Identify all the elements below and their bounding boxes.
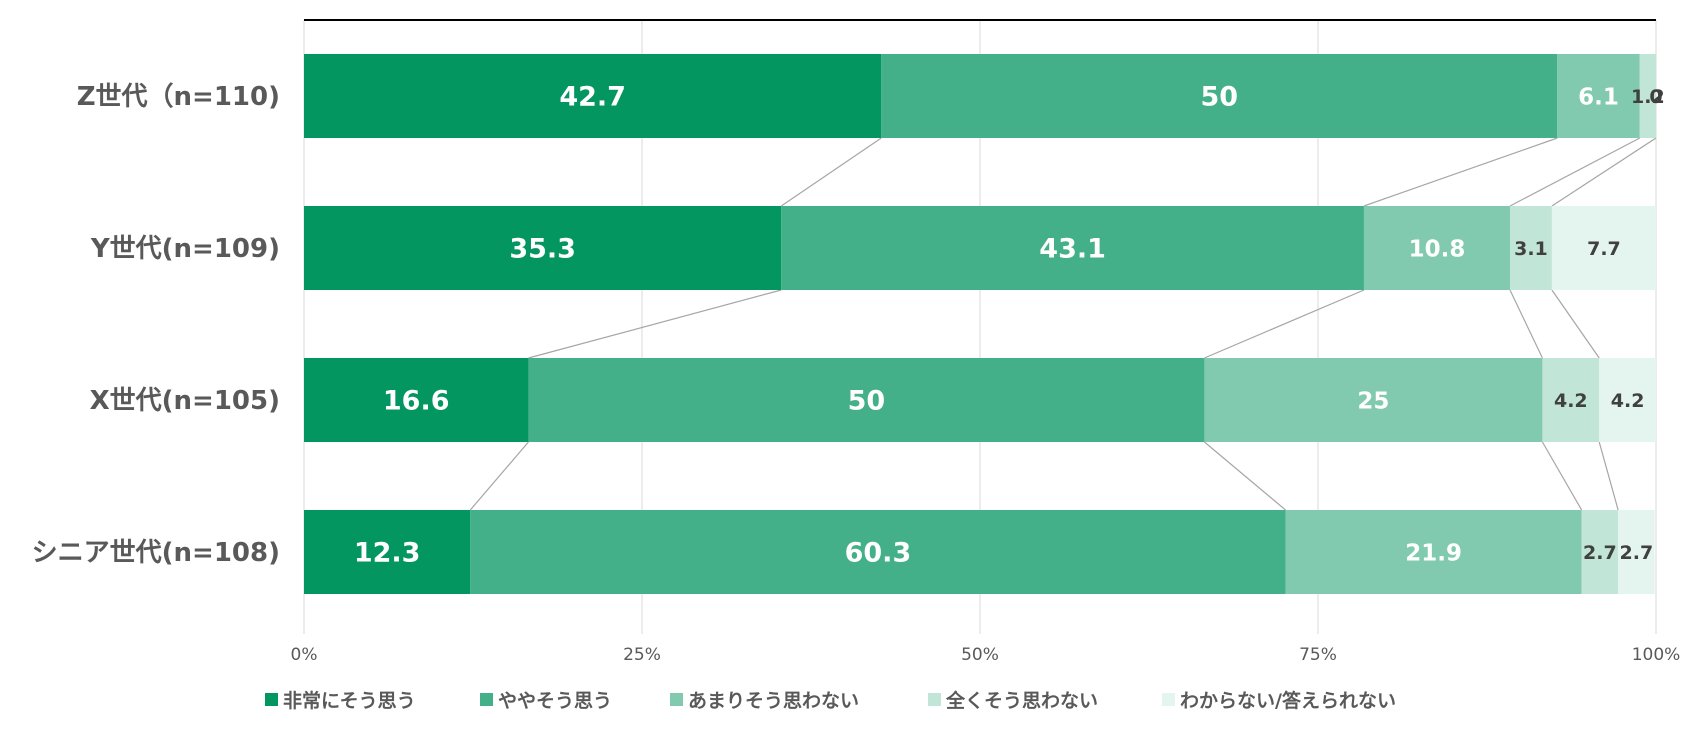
data-label: 1.2: [1631, 86, 1665, 108]
series-line: [1509, 289, 1543, 359]
data-label: 43.1: [1039, 234, 1106, 265]
legend-swatch: [1162, 693, 1175, 706]
data-label: 42.7: [559, 82, 626, 113]
series-line: [1551, 137, 1657, 207]
bar-segment: [1639, 54, 1656, 138]
legend-label: 全くそう思わない: [945, 689, 1098, 712]
bar-segment: [1204, 358, 1543, 442]
series-lines: [469, 137, 1657, 511]
legend-swatch: [670, 693, 683, 706]
bar-segment: [1542, 358, 1600, 442]
bar-segment: [528, 358, 1205, 442]
data-label: 2.7: [1620, 542, 1654, 564]
bar-segment: [304, 358, 529, 442]
bar-segment: [1363, 206, 1510, 290]
series-line: [1204, 289, 1365, 359]
category-label: Y世代(n=109): [90, 234, 280, 264]
data-label: 7.7: [1587, 238, 1621, 260]
data-label: 35.3: [509, 234, 576, 265]
bar-segment: [304, 206, 782, 290]
category-label: Z世代（n=110): [77, 82, 280, 112]
data-label: 6.1: [1578, 84, 1619, 110]
value-axis-ticks: 0% 25% 50% 75% 100%: [291, 645, 1681, 665]
bar-segment: [304, 510, 471, 594]
bar-segment: [304, 54, 882, 138]
bar-segment: [1599, 358, 1656, 442]
bars: [304, 54, 1656, 594]
series-line: [528, 289, 782, 359]
bar-segment: [1581, 510, 1619, 594]
x-tick-label: 25%: [623, 645, 661, 665]
series-line: [1541, 441, 1583, 511]
bar-segment: [1618, 510, 1655, 594]
category-label: シニア世代(n=108): [32, 538, 280, 568]
data-label: 50: [848, 386, 886, 417]
bar-segment: [881, 54, 1558, 138]
legend-label: 非常にそう思う: [283, 689, 416, 712]
legend-swatch: [928, 693, 941, 706]
data-label: 21.9: [1405, 540, 1462, 566]
data-labels: 42.7 50 6.1 1.20 35.3 43.1 10.8 3.1 7.7 16.6 50 25 4…: [354, 82, 1665, 569]
bar-segment: [1285, 510, 1582, 594]
x-tick-label: 75%: [1299, 645, 1337, 665]
series-line: [780, 137, 882, 207]
legend-label: あまりそう思わない: [688, 690, 859, 712]
data-label: 3.1: [1514, 238, 1548, 260]
data-label: 4.2: [1554, 390, 1588, 412]
category-axis-labels: Z世代（n=110) Y世代(n=109) X世代(n=105) シニア世代(n=10…: [32, 82, 280, 568]
legend-label: わからない/答えられない: [1180, 689, 1396, 712]
series-line: [1509, 137, 1641, 207]
series-line: [1551, 289, 1600, 359]
bar-segment: [1509, 206, 1552, 290]
data-label: 0: [1649, 86, 1662, 108]
x-tick-label: 0%: [291, 645, 318, 665]
bar-segment: [1551, 206, 1656, 290]
series-line: [469, 441, 529, 511]
data-label: 25: [1357, 388, 1389, 414]
x-tick-label: 50%: [961, 645, 999, 665]
data-label: 16.6: [383, 386, 450, 417]
data-label: 50: [1201, 82, 1239, 113]
data-label: 4.2: [1611, 390, 1645, 412]
bar-segment: [470, 510, 1286, 594]
category-label: X世代(n=105): [90, 386, 280, 416]
data-label: 2.7: [1583, 542, 1617, 564]
series-line: [1363, 137, 1558, 207]
data-label: 60.3: [845, 538, 912, 569]
legend-label: ややそう思う: [498, 690, 612, 712]
x-tick-label: 100%: [1632, 645, 1681, 665]
bar-segment: [781, 206, 1364, 290]
legend: 非常にそう思う ややそう思う あまりそう思わない 全くそう思わない わからない/答えられ…: [265, 689, 1396, 712]
legend-swatch: [265, 693, 278, 706]
series-line: [1598, 441, 1619, 511]
bar-segment: [1557, 54, 1640, 138]
legend-swatch: [480, 693, 493, 706]
series-line: [1204, 441, 1286, 511]
data-label: 10.8: [1409, 236, 1466, 262]
data-label: 12.3: [354, 538, 421, 569]
